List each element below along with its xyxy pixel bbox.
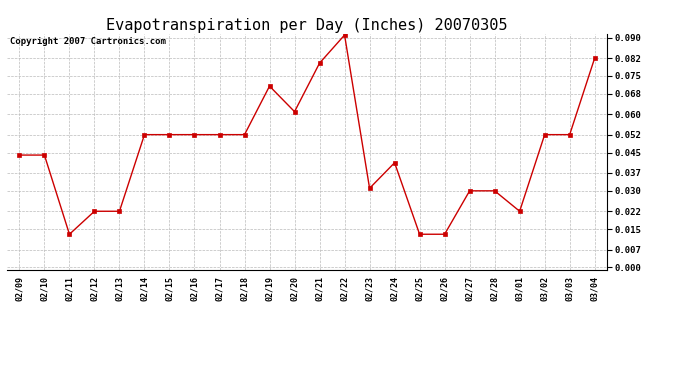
Title: Evapotranspiration per Day (Inches) 20070305: Evapotranspiration per Day (Inches) 2007…: [106, 18, 508, 33]
Text: Copyright 2007 Cartronics.com: Copyright 2007 Cartronics.com: [10, 37, 166, 46]
